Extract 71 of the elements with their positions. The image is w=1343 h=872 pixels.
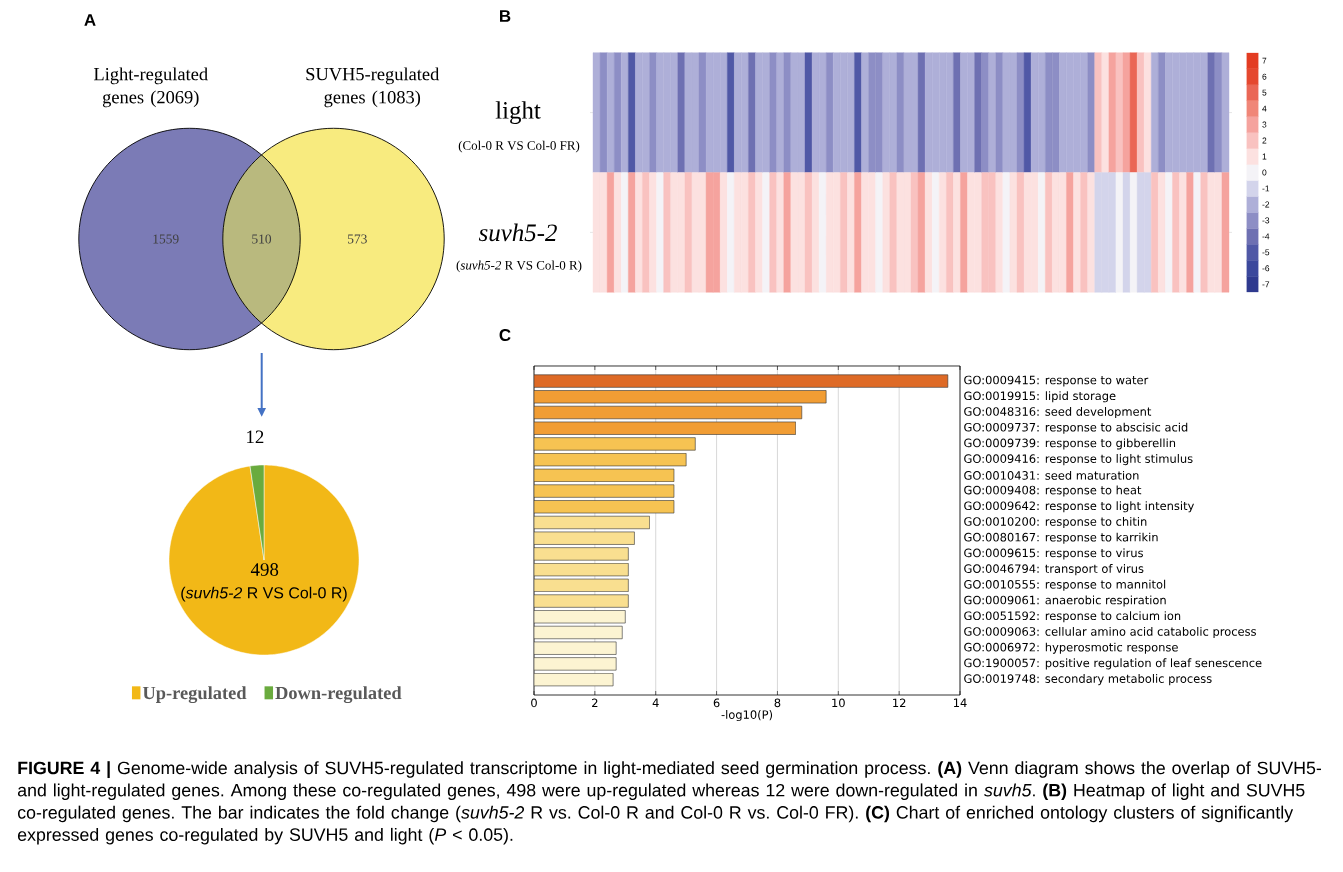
bar xyxy=(534,657,617,671)
bar xyxy=(534,531,635,545)
text: A xyxy=(84,14,96,26)
x-tick-label: 14 xyxy=(953,698,967,707)
y-tick-label: GO:0019915: lipid storage xyxy=(964,391,1116,403)
text: (suvh5-2 R VS Col-0 R) xyxy=(181,586,347,602)
y-tick-label: suvh5-2 xyxy=(478,223,557,242)
color-bar-label: 6 xyxy=(1262,73,1267,80)
y-tick-label: GO:0019748: secondary metabolic process xyxy=(964,674,1212,686)
text: (suvh5-2 R VS Col-0 R) xyxy=(456,260,582,273)
bar xyxy=(534,437,696,451)
y-tick-label: GO:0009061: anaerobic respiration xyxy=(964,595,1166,607)
y-tick-label: GO:1900057: positive regulation of leaf senescence xyxy=(964,658,1262,670)
color-bar-label: 3 xyxy=(1262,121,1267,128)
legend-label: Down-regulated xyxy=(275,686,402,704)
color-bar-label: -5 xyxy=(1262,249,1270,256)
color-bar-label: -4 xyxy=(1262,233,1270,240)
y-tick-label: GO:0010431: seed maturation xyxy=(964,470,1139,480)
text: (Col-0 R VS Col-0 FR) xyxy=(458,140,580,153)
x-tick-label: 4 xyxy=(652,698,659,707)
color-bar-label: -7 xyxy=(1262,281,1270,288)
bar xyxy=(534,421,796,435)
data-label: 12 xyxy=(247,430,264,444)
x-tick-label: 0 xyxy=(531,698,537,708)
y-tick-label: GO:0080167: response to karrikin xyxy=(964,532,1158,544)
color-bar-label: 5 xyxy=(1262,89,1267,96)
color-bar-label: 2 xyxy=(1262,137,1267,144)
legend-label: Up-regulated xyxy=(142,686,247,704)
y-tick-label: GO:0046794: transport of virus xyxy=(964,564,1144,576)
data-label: 498 xyxy=(250,563,279,576)
x-tick-label: 8 xyxy=(774,698,781,708)
chart-title: B xyxy=(500,10,511,22)
y-tick-label: GO:0051592: response to calcium ion xyxy=(964,611,1181,623)
color-bar-label: 7 xyxy=(1262,57,1267,64)
data-label: 573 xyxy=(348,234,367,244)
category-label: SUVH5-regulated genes (1083) xyxy=(306,67,440,108)
color-bar-label: -6 xyxy=(1262,265,1270,272)
x-tick-label: 6 xyxy=(713,698,720,708)
x-tick-label: 12 xyxy=(893,698,906,708)
y-tick-label: GO:0009615: response to virus xyxy=(964,548,1143,560)
category-label: Light-regulated genes (2069) xyxy=(93,67,208,108)
y-tick-label: GO:0009416: response to light stimulus xyxy=(964,454,1193,466)
y-tick-label: light xyxy=(495,101,541,124)
text: FIGURE 4 | Genome-wide analysis of SUVH5-regulated transcriptome in light-mediated seed germination process. (A) Venn diagram shows the overlap of SUVH5- and light-regulated genes. Among these co-regulated genes, 498 were up-regulated whereas 12 were down-regulated in suvh5. (B) Heatmap of light and SUVH5 co-regulated genes. The bar indicates the fold change (suvh5-2 R vs. Col-0 R and Col-0 R vs. Col-0 FR). (C) Chart of enriched ontology clusters of significantly expressed genes co-regulated by SUVH5 and light (P < 0.05). xyxy=(17,761,1322,845)
y-tick-label: GO:0009415: response to water xyxy=(964,375,1149,387)
data-label: 1559 xyxy=(153,234,179,244)
y-tick-label: GO:0048316: seed development xyxy=(964,406,1152,419)
color-bar-label: -2 xyxy=(1262,201,1270,208)
chart-title: C xyxy=(499,329,511,342)
y-tick-label: GO:0009737: response to abscisic acid xyxy=(964,422,1188,434)
color-bar-label: -3 xyxy=(1262,217,1270,224)
bar xyxy=(534,547,629,561)
bar xyxy=(534,610,626,624)
y-tick-label: GO:0006972: hyperosmotic response xyxy=(964,642,1178,654)
color-bar-label: -1 xyxy=(1262,185,1270,192)
x-axis-title: -log10(P) xyxy=(721,710,773,722)
bar xyxy=(534,390,827,404)
color-bar-label: 0 xyxy=(1262,169,1267,176)
y-tick-label: GO:0009408: response to heat xyxy=(964,485,1142,497)
color-bar-label: 1 xyxy=(1262,153,1267,160)
y-tick-label: GO:0009642: response to light intensity xyxy=(964,501,1194,513)
bar xyxy=(534,641,617,655)
x-tick-label: 10 xyxy=(832,698,845,708)
y-tick-label: GO:0009063: cellular amino acid catabolic process xyxy=(964,626,1256,639)
y-tick-label: GO:0009739: response to gibberellin xyxy=(964,438,1176,450)
bar xyxy=(534,594,629,608)
y-tick-label: GO:0010200: response to chitin xyxy=(964,516,1147,529)
color-bar-label: 4 xyxy=(1262,105,1267,112)
data-label: 510 xyxy=(252,234,272,244)
y-tick-label: GO:0010555: response to mannitol xyxy=(964,579,1166,591)
x-tick-label: 2 xyxy=(592,698,598,708)
